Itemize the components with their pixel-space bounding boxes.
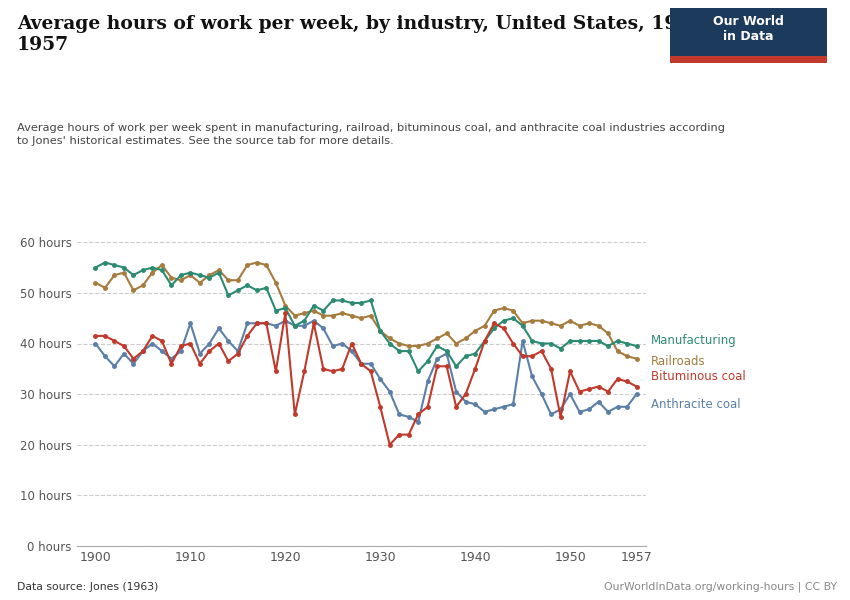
Text: OurWorldInData.org/working-hours | CC BY: OurWorldInData.org/working-hours | CC BY: [604, 582, 837, 592]
Text: Manufacturing: Manufacturing: [651, 334, 736, 347]
Text: Anthracite coal: Anthracite coal: [651, 398, 740, 411]
Text: Average hours of work per week, by industry, United States, 1900 to
1957: Average hours of work per week, by indus…: [17, 15, 731, 55]
Text: Railroads: Railroads: [651, 355, 706, 368]
Text: Our World
in Data: Our World in Data: [713, 15, 784, 43]
Text: Data source: Jones (1963): Data source: Jones (1963): [17, 582, 158, 592]
Text: Bituminous coal: Bituminous coal: [651, 370, 745, 383]
Text: Average hours of work per week spent in manufacturing, railroad, bituminous coal: Average hours of work per week spent in …: [17, 123, 725, 146]
